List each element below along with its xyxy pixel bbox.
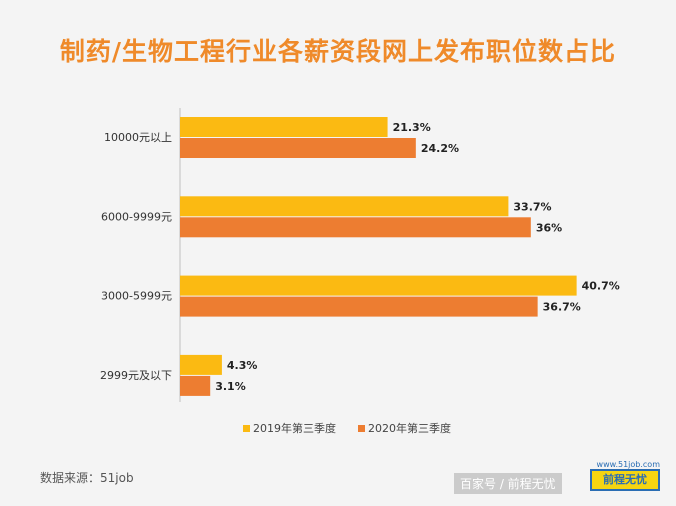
bar-series2 (180, 217, 531, 238)
bar-series1 (180, 275, 577, 296)
footer-brand: 百家号 / 前程无忧 (454, 473, 562, 494)
data-label: 36% (536, 221, 562, 234)
logo-text: 前程无忧 (590, 469, 660, 491)
data-label: 40.7% (582, 280, 620, 293)
data-label: 3.1% (215, 380, 246, 393)
category-label: 2999元及以下 (100, 369, 172, 382)
legend-label: 2019年第三季度 (253, 421, 336, 435)
data-label: 33.7% (513, 200, 551, 213)
data-label: 4.3% (227, 359, 258, 372)
data-label: 24.2% (421, 142, 459, 155)
bar-series2 (180, 375, 211, 396)
data-label: 36.7% (543, 301, 581, 314)
brand-logo: www.51job.com 前程无忧 (590, 460, 660, 492)
bar-series2 (180, 296, 538, 317)
data-source: 数据来源：51job (40, 471, 134, 485)
bar-series2 (180, 138, 416, 158)
legend-swatch (358, 425, 365, 432)
chart-title: 制药/生物工程行业各薪资段网上发布职位数占比 (59, 37, 617, 66)
bar-series1 (180, 196, 509, 217)
bar-series1 (180, 354, 222, 375)
bar-series1 (180, 117, 388, 137)
logo-url: www.51job.com (596, 460, 660, 469)
category-label: 10000元以上 (104, 131, 172, 144)
legend-swatch (243, 425, 250, 432)
data-label: 21.3% (393, 121, 431, 134)
category-label: 3000-5999元 (101, 290, 172, 303)
category-label: 6000-9999元 (101, 210, 172, 223)
legend-label: 2020年第三季度 (368, 421, 451, 435)
